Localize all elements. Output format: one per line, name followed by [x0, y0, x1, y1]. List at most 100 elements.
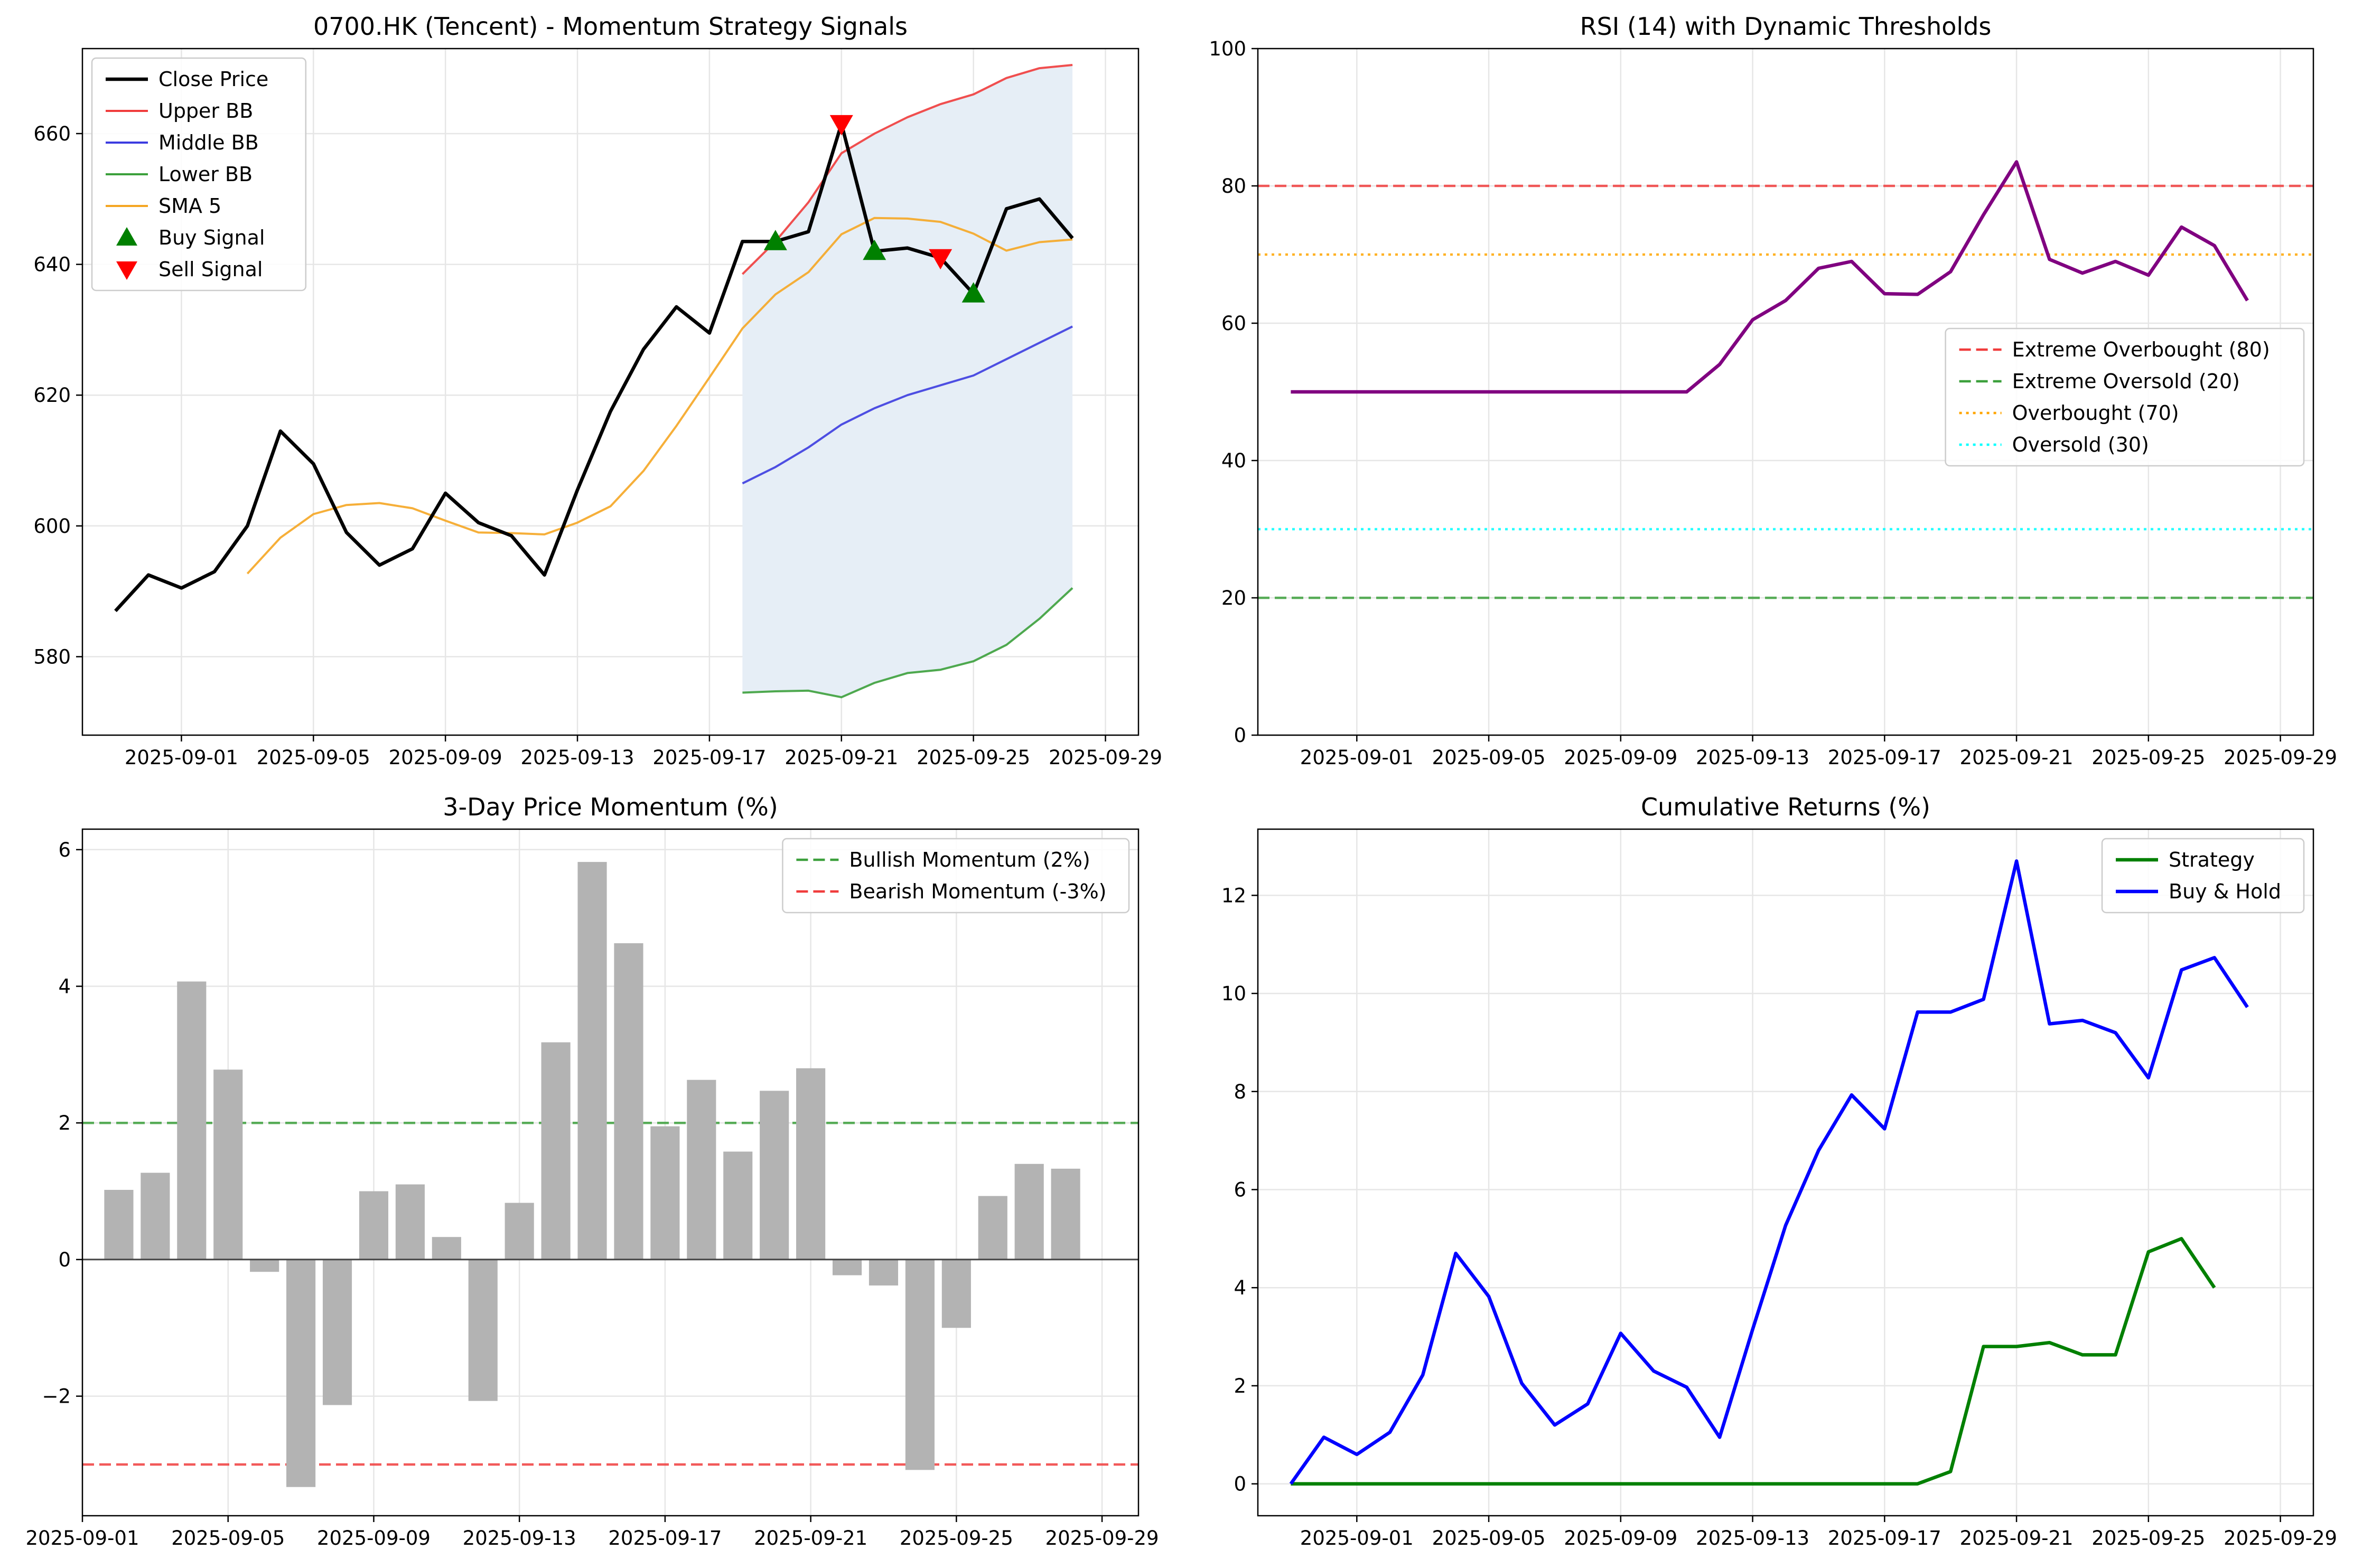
y-tick-label: 0 — [1234, 1473, 1246, 1496]
x-tick-label: 2025-09-01 — [1300, 746, 1414, 769]
legend-label: Sell Signal — [158, 258, 263, 281]
momentum-bar — [359, 1191, 389, 1260]
momentum-bar — [505, 1203, 534, 1260]
x-tick-label: 2025-09-29 — [2224, 1527, 2337, 1550]
legend-label: Extreme Oversold (20) — [2012, 370, 2240, 393]
x-tick-label: 2025-09-25 — [900, 1527, 1013, 1550]
legend-box — [1945, 327, 2305, 467]
x-tick-label: 2025-09-13 — [463, 1527, 576, 1550]
momentum-bar — [322, 1259, 352, 1405]
momentum-bar — [213, 1069, 243, 1260]
x-tick-label: 2025-09-09 — [1564, 746, 1677, 769]
legend-label: Middle BB — [158, 131, 259, 154]
chart-title: 0700.HK (Tencent) - Momentum Strategy Si… — [313, 12, 908, 41]
legend-label: Upper BB — [158, 99, 253, 123]
x-tick-label: 2025-09-29 — [1045, 1527, 1159, 1550]
momentum-bar — [796, 1068, 826, 1260]
series-line — [114, 122, 1074, 612]
legend-box — [782, 838, 1130, 914]
x-tick-label: 2025-09-13 — [521, 746, 634, 769]
x-tick-label: 2025-09-17 — [652, 746, 766, 769]
legend-label: Bullish Momentum (2%) — [849, 848, 1090, 871]
axis-ticks: 2025-09-01 2025-09-05 2025-09-09 2025-09-13… — [1209, 37, 2337, 769]
series-line — [1291, 1237, 2216, 1486]
x-tick-label: 2025-09-29 — [2224, 746, 2337, 769]
momentum-bar — [395, 1184, 425, 1260]
buy-signal-marker — [863, 239, 886, 260]
momentum-bar — [869, 1259, 899, 1286]
series-line — [246, 217, 1073, 575]
y-tick-label: 2 — [1234, 1375, 1246, 1397]
chart-title: Cumulative Returns (%) — [1641, 793, 1930, 821]
y-tick-label: 60 — [1221, 312, 1246, 335]
momentum-bar — [760, 1091, 789, 1260]
y-tick-label: 6 — [58, 839, 71, 861]
legend-marker — [116, 261, 137, 280]
plot-area — [114, 64, 1074, 699]
x-tick-label: 2025-09-25 — [2091, 746, 2205, 769]
legend-label: Close Price — [158, 68, 268, 91]
bollinger-band-fill — [742, 64, 1073, 698]
legend-label: SMA 5 — [158, 194, 221, 218]
x-tick-label: 2025-09-09 — [317, 1527, 431, 1550]
momentum-bar — [614, 943, 643, 1260]
x-tick-label: 2025-09-05 — [1432, 746, 1546, 769]
x-tick-label: 2025-09-09 — [389, 746, 502, 769]
y-tick-label: 640 — [33, 253, 71, 276]
y-tick-label: 40 — [1221, 449, 1246, 472]
sell-signal-marker — [929, 249, 953, 270]
series-line — [742, 587, 1073, 699]
x-tick-label: 2025-09-09 — [1564, 1527, 1677, 1550]
momentum-bar — [978, 1196, 1007, 1260]
axis-ticks: 2025-09-01 2025-09-05 2025-09-09 2025-09-13… — [25, 839, 1159, 1550]
y-tick-label: 8 — [1234, 1081, 1246, 1103]
legend-label: Buy & Hold — [2169, 880, 2281, 903]
x-tick-label: 2025-09-13 — [1696, 746, 1809, 769]
momentum-bar — [832, 1259, 862, 1275]
x-tick-label: 2025-09-01 — [1300, 1527, 1414, 1550]
x-tick-label: 2025-09-21 — [1960, 1527, 2074, 1550]
x-tick-label: 2025-09-21 — [785, 746, 898, 769]
y-tick-label: 4 — [58, 975, 71, 998]
x-tick-label: 2025-09-21 — [754, 1527, 867, 1550]
legend-box — [91, 57, 307, 292]
y-tick-label: 580 — [33, 645, 71, 668]
x-tick-label: 2025-09-05 — [257, 746, 370, 769]
x-tick-label: 2025-09-17 — [1828, 1527, 1941, 1550]
series-line — [742, 325, 1073, 485]
x-tick-label: 2025-09-13 — [1696, 1527, 1809, 1550]
legend-box — [2101, 838, 2305, 914]
legend-label: Oversold (30) — [2012, 433, 2149, 456]
y-tick-label: −2 — [42, 1385, 71, 1408]
momentum-bar — [723, 1151, 753, 1260]
series-line — [1289, 859, 2249, 1485]
legend-label: Extreme Overbought (80) — [2012, 338, 2270, 361]
y-tick-label: 10 — [1221, 982, 1246, 1005]
sell-signal-marker — [829, 115, 853, 136]
legend-marker — [116, 227, 137, 246]
plot-area — [82, 862, 1138, 1487]
momentum-bar — [104, 1189, 134, 1260]
y-tick-label: 0 — [1234, 724, 1246, 747]
x-tick-label: 2025-09-29 — [1049, 746, 1162, 769]
legend-label: Strategy — [2169, 848, 2255, 871]
series-line — [741, 64, 1073, 275]
legend: Extreme Overbought (80) Extreme Oversold … — [1945, 327, 2305, 467]
x-tick-label: 2025-09-21 — [1960, 746, 2074, 769]
momentum-bar — [941, 1259, 971, 1328]
y-tick-label: 100 — [1209, 37, 1246, 60]
x-tick-label: 2025-09-25 — [2091, 1527, 2205, 1550]
x-tick-label: 2025-09-17 — [1828, 746, 1941, 769]
x-tick-label: 2025-09-01 — [125, 746, 238, 769]
axes-frame — [1257, 828, 2314, 1517]
momentum-panel: 2025-09-01 2025-09-05 2025-09-09 2025-09-13… — [25, 793, 1159, 1550]
axes-frame — [81, 48, 1140, 736]
momentum-bar — [1051, 1168, 1080, 1260]
momentum-bar — [1014, 1163, 1044, 1260]
y-tick-label: 20 — [1221, 587, 1246, 609]
y-tick-label: 600 — [33, 515, 71, 538]
momentum-bar — [905, 1259, 935, 1470]
chart-title: 3-Day Price Momentum (%) — [443, 793, 778, 821]
